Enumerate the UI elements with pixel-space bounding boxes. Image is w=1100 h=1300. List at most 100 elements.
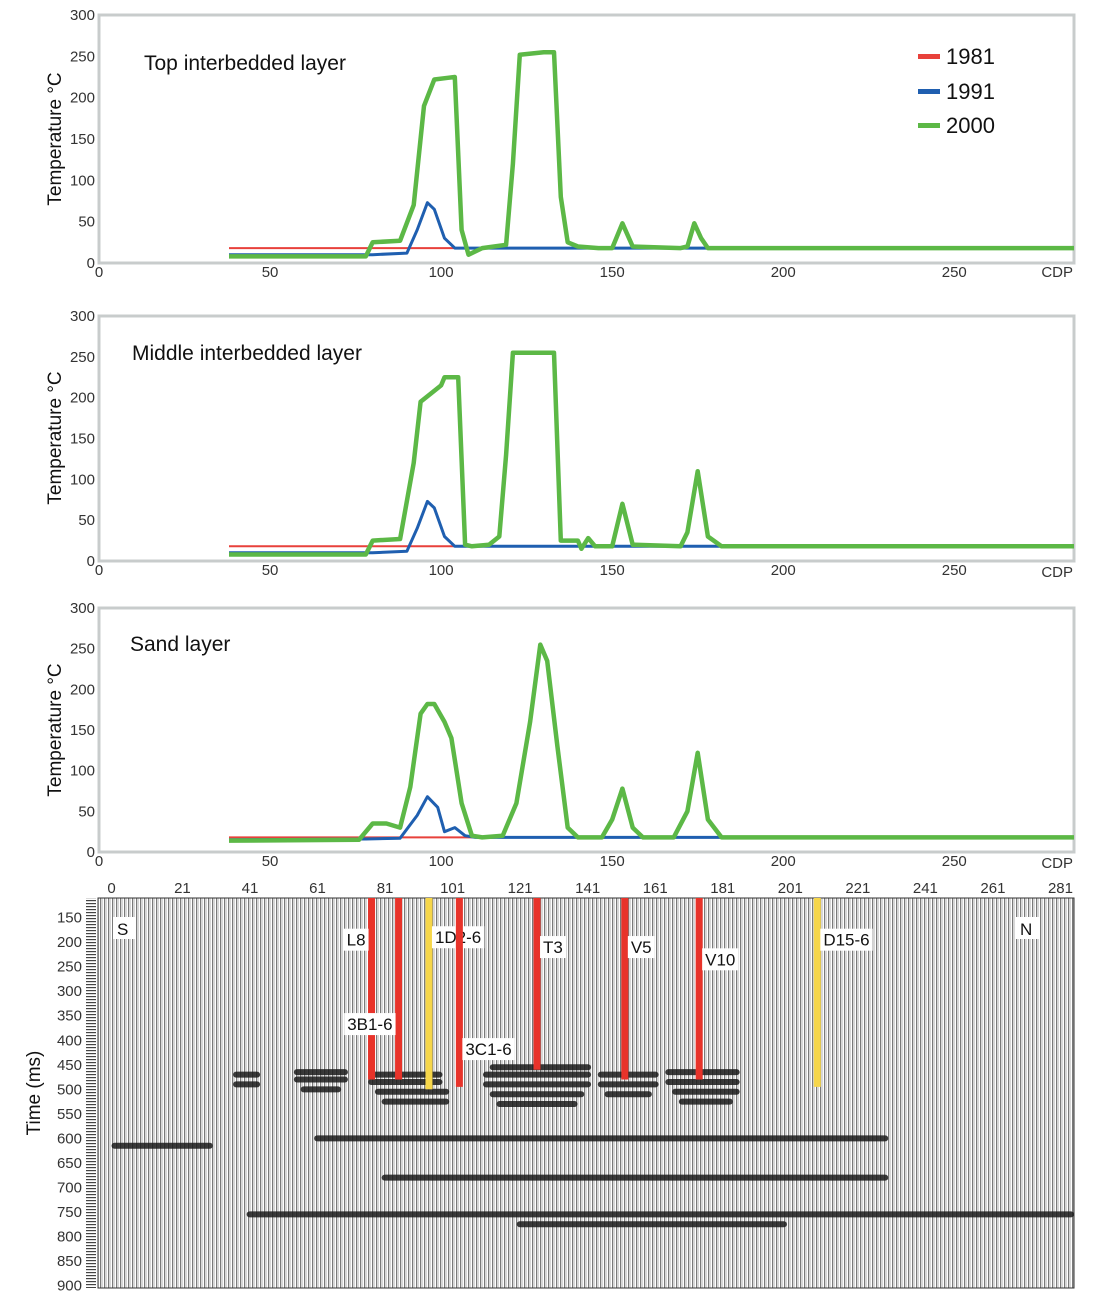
well-label-text: 3B1-6: [347, 1015, 392, 1034]
well-label-text: 3C1-6: [465, 1040, 511, 1059]
trace-tick-label: 141: [575, 880, 600, 897]
seismic-frame: [97, 897, 1075, 1289]
y-tick-label: 0: [87, 255, 95, 272]
plot-frame: [97, 606, 1076, 854]
well-label-bg: [344, 1013, 396, 1036]
direction-label-north-text: N: [1020, 920, 1032, 939]
well-label-L8: L8: [343, 928, 369, 951]
time-tick-label: 400: [57, 1032, 82, 1049]
well-label-text: L8: [347, 931, 366, 950]
trace-tick-label: 81: [377, 880, 394, 897]
x-tick-label: 50: [262, 853, 279, 870]
y-tick-label: 200: [70, 681, 95, 698]
trace-tick-label: 161: [643, 880, 668, 897]
y-tick-label: 150: [70, 131, 95, 148]
y-tick-label: 150: [70, 431, 95, 448]
legend-label-1981: 1981: [946, 44, 995, 69]
x-tick-label: 150: [600, 853, 625, 870]
time-tick-label: 500: [57, 1081, 82, 1098]
trace-tick-label: 0: [107, 880, 115, 897]
y-tick-label: 200: [70, 390, 95, 407]
y-tick-label: 0: [87, 553, 95, 570]
time-tick-label: 350: [57, 1008, 82, 1025]
time-tick-label: 800: [57, 1228, 82, 1245]
time-tick-label: 150: [57, 910, 82, 927]
y-tick-label: 50: [78, 214, 95, 231]
seismic-reflector: [233, 1081, 261, 1088]
x-tick-label: 50: [262, 264, 279, 281]
trace-tick-label: 221: [845, 880, 870, 897]
y-tick-label: 50: [78, 512, 95, 529]
y-tick-label: 0: [87, 844, 95, 861]
x-axis-label: CDP: [1041, 564, 1073, 581]
x-tick-label: 250: [942, 562, 967, 579]
y-axis-title: Temperature °C: [45, 72, 66, 205]
sand-layer-panel: Sand layer Temperature °C CDP 0 50 100 150 2…: [45, 600, 1076, 872]
seismic-reflector: [368, 1078, 443, 1085]
well-label-3B1-6: 3B1-6: [344, 1013, 396, 1036]
well-marker-T3: [533, 898, 541, 1070]
x-tick-label: 150: [600, 562, 625, 579]
y-tick-label: 300: [70, 600, 95, 617]
well-label-text: D15-6: [823, 931, 869, 950]
trace-tick-label: 201: [778, 880, 803, 897]
well-label-T3: T3: [540, 936, 566, 959]
y-tick-label: 300: [70, 7, 95, 24]
well-label-V5: V5: [627, 936, 655, 959]
seismic-reflector: [516, 1221, 787, 1228]
series-line-2000: [229, 350, 1074, 557]
x-tick-label: 0: [95, 562, 103, 579]
time-tick-label: 700: [57, 1179, 82, 1196]
plot-frame: [97, 13, 1076, 265]
seismic-reflector: [381, 1098, 450, 1105]
series-line-2000: [229, 49, 1074, 259]
seismic-reflector: [368, 1071, 443, 1078]
direction-label-south: S: [113, 917, 135, 939]
y-tick-label: 100: [70, 471, 95, 488]
seismic-background: [98, 898, 1074, 1288]
y-tick-label: 50: [78, 803, 95, 820]
top-layer-panel: Top interbedded layer Temperature °C CDP…: [45, 7, 1076, 281]
trace-tick-label: 121: [508, 880, 533, 897]
x-tick-label: 200: [771, 562, 796, 579]
well-label-bg: [627, 936, 655, 959]
x-tick-label: 250: [942, 264, 967, 281]
time-tick-label: 850: [57, 1253, 82, 1270]
seismic-reflector: [672, 1088, 740, 1095]
y-tick-label: 100: [70, 172, 95, 189]
x-tick-label: 100: [429, 264, 454, 281]
y-tick-label: 300: [70, 308, 95, 325]
legend-swatch-1991: [918, 89, 940, 94]
seismic-reflector: [246, 1211, 1074, 1218]
x-tick-label: 200: [771, 264, 796, 281]
well-label-text: V5: [631, 938, 652, 957]
well-label-bg: [540, 936, 566, 959]
x-tick-label: 50: [262, 562, 279, 579]
seismic-ruler: [86, 898, 96, 1288]
seismic-reflector: [314, 1135, 889, 1142]
x-tick-label: 100: [429, 853, 454, 870]
trace-tick-label: 261: [980, 880, 1005, 897]
x-tick-label: 0: [95, 264, 103, 281]
direction-label-north: N: [1016, 917, 1040, 939]
panel-title: Top interbedded layer: [144, 52, 346, 75]
trace-tick-label: 101: [440, 880, 465, 897]
well-marker-3B1-6: [395, 898, 403, 1080]
x-axis-label: CDP: [1041, 855, 1073, 872]
legend-swatch-1981: [918, 54, 940, 59]
y-tick-label: 200: [70, 90, 95, 107]
well-label-text: T3: [543, 938, 563, 957]
seismic-reflector: [665, 1078, 740, 1085]
middle-layer-panel: Middle interbedded layer Temperature °C …: [45, 308, 1076, 581]
y-axis-title: Temperature °C: [45, 663, 66, 796]
seismic-reflector: [496, 1101, 578, 1108]
seismic-reflector: [482, 1081, 592, 1088]
trace-tick-label: 281: [1048, 880, 1073, 897]
seismic-reflector: [604, 1091, 652, 1098]
time-tick-label: 450: [57, 1057, 82, 1074]
time-tick-label: 900: [57, 1278, 82, 1295]
well-label-text: V10: [705, 950, 735, 969]
seismic-reflector: [293, 1076, 348, 1083]
plot-frame: [97, 314, 1076, 563]
